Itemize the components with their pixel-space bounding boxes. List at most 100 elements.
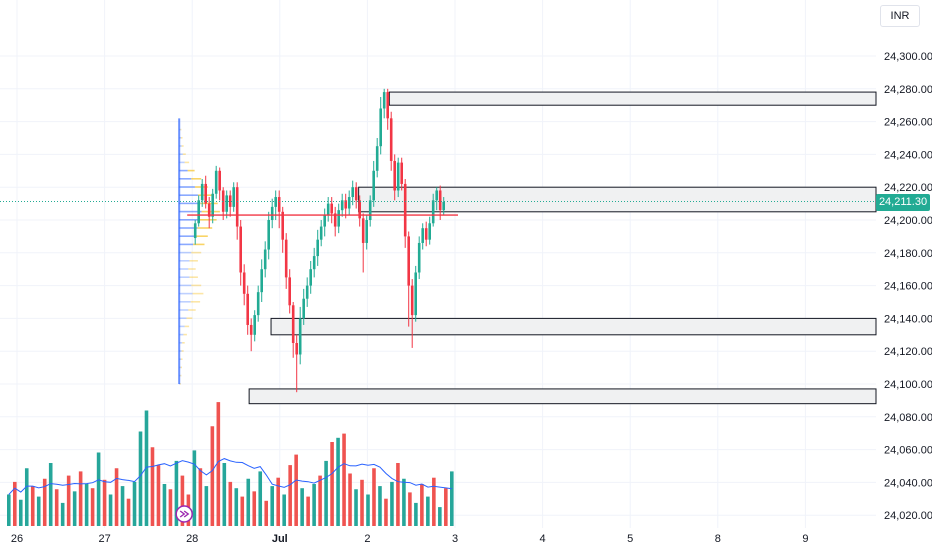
currency-label[interactable]: INR	[880, 5, 920, 27]
candle-body	[368, 200, 372, 220]
candle-body	[246, 293, 249, 325]
candle-body	[277, 197, 281, 212]
y-tick-label: 24,080.00	[884, 412, 932, 424]
price-axis[interactable]: 24,300.00 24,280.00 24,260.00 24,240.00 24,2…	[884, 51, 932, 522]
profile-bar-blue	[179, 309, 189, 311]
candle-body	[417, 242, 421, 273]
candle-body	[375, 146, 379, 171]
candle-body	[330, 203, 333, 214]
x-tick-label: 4	[540, 533, 546, 545]
profile-bar-blue	[179, 153, 183, 155]
volume-bar	[360, 479, 364, 526]
profile-bar-blue	[179, 342, 183, 344]
volume-bar	[426, 496, 430, 526]
profile-bar-yellow	[184, 325, 190, 328]
profile-bar-yellow	[183, 333, 187, 336]
y-tick-label: 24,060.00	[884, 445, 932, 457]
candle-body	[438, 190, 442, 211]
y-tick-label: 24,040.00	[884, 477, 932, 489]
price-lines	[0, 200, 876, 216]
volume-bar	[258, 471, 263, 526]
profile-bar-yellow	[180, 128, 182, 131]
candle-body	[435, 190, 438, 201]
volume-moving-average	[8, 458, 452, 495]
candle-body	[298, 318, 302, 355]
profile-bar-yellow	[181, 137, 183, 139]
volume-bar	[126, 498, 131, 526]
profile-bar-blue	[179, 161, 185, 164]
candle-body	[428, 223, 431, 240]
volume-bar	[306, 496, 310, 526]
candle-body	[214, 170, 218, 194]
x-tick-label: 9	[802, 533, 808, 545]
candle-body	[204, 183, 207, 204]
x-tick-label: 2	[364, 533, 370, 545]
profile-bar-blue	[179, 227, 198, 229]
volume-bar	[66, 475, 71, 526]
profile-bar-yellow	[193, 243, 205, 246]
profile-bar-yellow	[188, 268, 196, 270]
volume-bar	[324, 460, 328, 526]
volume-bar	[144, 410, 149, 526]
event-marker[interactable]	[175, 505, 193, 523]
candle-body	[235, 187, 239, 227]
volume-bar	[18, 499, 23, 526]
volume-bar	[384, 498, 388, 526]
candle-body	[414, 272, 417, 316]
candlesticks	[193, 88, 445, 393]
profile-bar-yellow	[199, 219, 217, 221]
profile-bar-blue	[179, 268, 189, 270]
candle-body	[442, 201, 445, 211]
volume-bar	[348, 473, 352, 526]
candle-body	[225, 195, 228, 212]
candle-body	[316, 239, 319, 257]
volume-bar	[294, 454, 298, 526]
volume-bar	[312, 484, 316, 526]
candle-body	[319, 226, 323, 240]
candle-body	[232, 187, 235, 207]
volume-bar	[408, 492, 412, 526]
profile-bar-blue	[179, 202, 201, 205]
candle-body	[410, 285, 414, 316]
volume-bar	[276, 477, 280, 526]
volume-bar	[54, 489, 59, 526]
profile-bar-yellow	[180, 374, 182, 377]
profile-bar-blue	[179, 333, 184, 336]
profile-bar-yellow	[191, 284, 202, 287]
volume-bar	[156, 465, 161, 526]
profile-bar-yellow	[182, 342, 185, 344]
chevron-icon	[179, 510, 190, 518]
volume-bar	[420, 484, 424, 526]
candle-body	[323, 215, 326, 227]
candle-body	[267, 220, 270, 250]
volume-bar	[138, 431, 143, 526]
grid	[0, 0, 876, 528]
volume-bar	[120, 486, 125, 526]
candle-body	[274, 197, 277, 207]
y-tick-label: 24,120.00	[884, 346, 932, 358]
candle-body	[242, 272, 246, 294]
candle-body	[288, 277, 291, 306]
profile-bar-yellow	[180, 366, 182, 369]
y-tick-label: 24,260.00	[884, 117, 932, 129]
time-axis[interactable]: 26 27 28 Jul 2 3 4 5 8 9	[11, 533, 809, 545]
profile-bar-blue	[179, 186, 195, 188]
candle-body	[253, 315, 256, 335]
profile-bar-yellow	[181, 358, 183, 360]
profile-bar-blue	[179, 260, 190, 262]
profile-bar-blue	[179, 276, 190, 278]
volume-bar	[288, 465, 292, 526]
x-tick-label: 5	[627, 533, 633, 545]
profile-bar-yellow	[180, 383, 181, 385]
y-tick-label: 24,020.00	[884, 510, 932, 522]
volume-bar	[390, 481, 394, 526]
x-tick-label: 28	[186, 533, 198, 545]
volume-bar	[210, 426, 215, 526]
profile-bar-blue	[179, 145, 182, 147]
profile-bar-yellow	[181, 145, 184, 147]
volume-bar	[132, 481, 137, 526]
candle-body	[337, 210, 340, 227]
volume-bar	[102, 479, 107, 526]
volume-bar	[366, 494, 370, 526]
